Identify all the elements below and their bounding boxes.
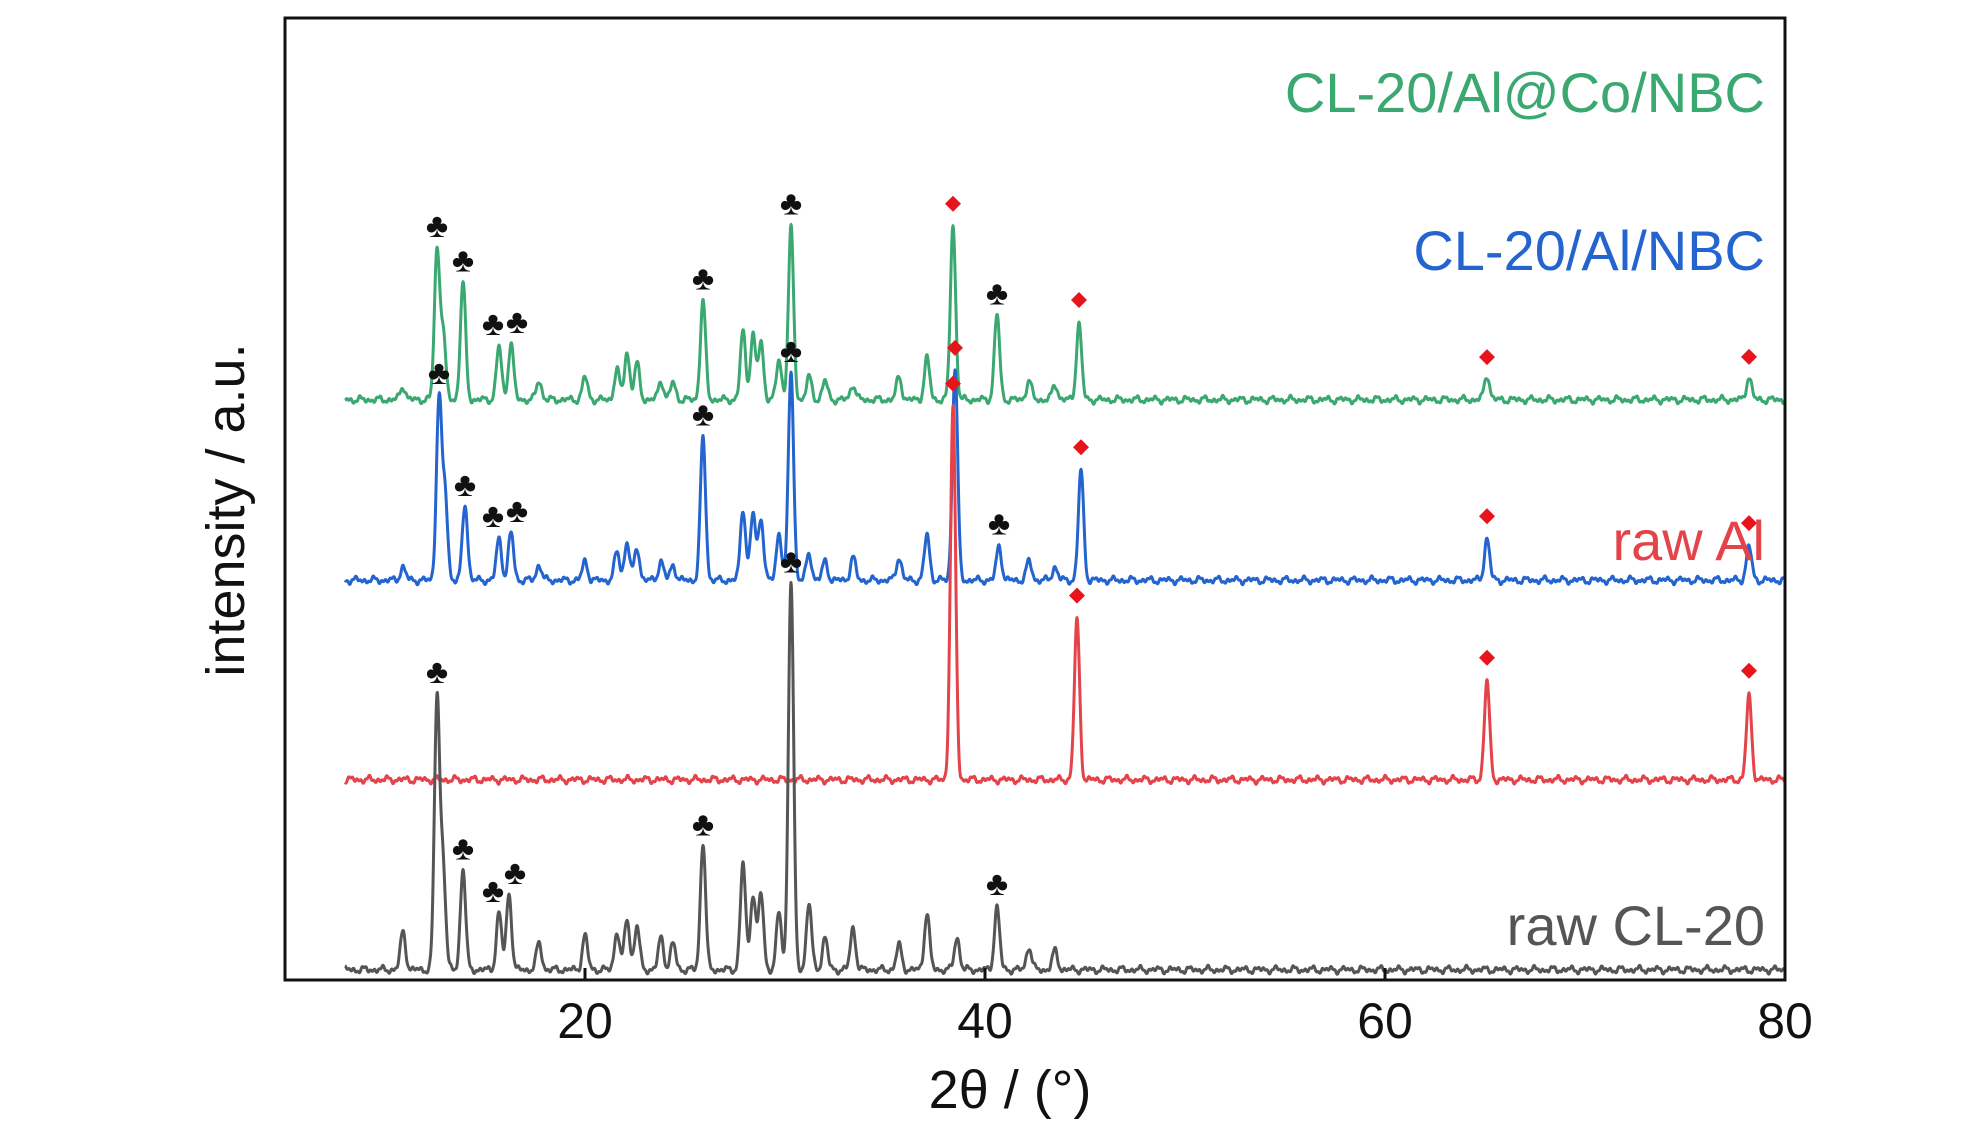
x-axis-title: 2θ / (°) bbox=[929, 1060, 1092, 1120]
series-labels: CL-20/Al@Co/NBC CL-20/Al/NBC raw Al raw CL-… bbox=[1285, 61, 1765, 957]
diamond-marker bbox=[1741, 662, 1757, 679]
club-marker: ♣ bbox=[986, 865, 1008, 903]
diamond-marker bbox=[1071, 292, 1087, 308]
series-label-raw-al: raw Al bbox=[1613, 509, 1766, 572]
club-marker: ♣ bbox=[780, 184, 802, 222]
club-marker: ♣ bbox=[506, 492, 528, 530]
x-tick-label: 80 bbox=[1757, 993, 1813, 1049]
club-marker: ♣ bbox=[426, 653, 448, 691]
x-tick-label: 20 bbox=[557, 993, 613, 1049]
club-marker: ♣ bbox=[692, 396, 714, 434]
club-marker: ♣ bbox=[986, 274, 1008, 312]
series-label-cl-20-al-nbc: CL-20/Al/NBC bbox=[1413, 219, 1765, 282]
club-marker: ♣ bbox=[426, 207, 448, 245]
plot-frame bbox=[283, 16, 1787, 982]
diamond-marker bbox=[1741, 515, 1757, 532]
club-marker: ♣ bbox=[454, 466, 476, 504]
club-marker: ♣ bbox=[692, 805, 714, 843]
x-tick-label: 60 bbox=[1357, 993, 1413, 1049]
series-line-raw-cl-20 bbox=[343, 581, 1786, 976]
club-marker: ♣ bbox=[504, 854, 526, 892]
diamond-marker bbox=[947, 339, 963, 356]
x-tick-label: 40 bbox=[957, 993, 1013, 1049]
diamond-marker bbox=[1479, 349, 1495, 366]
club-marker: ♣ bbox=[428, 354, 450, 392]
club-marker: ♣ bbox=[506, 303, 528, 341]
series-line-raw-al bbox=[343, 404, 1786, 786]
club-marker: ♣ bbox=[452, 830, 474, 868]
club-marker: ♣ bbox=[482, 305, 504, 343]
series-layer bbox=[343, 222, 1786, 976]
y-axis-title: intensity / a.u. bbox=[196, 343, 256, 676]
x-ticks: 20 40 60 80 bbox=[557, 968, 1813, 1049]
diamond-marker bbox=[945, 375, 961, 392]
club-marker: ♣ bbox=[988, 505, 1010, 543]
club-marker: ♣ bbox=[780, 543, 802, 581]
series-line-cl-20-al-co-nbc bbox=[343, 222, 1786, 406]
diamond-marker bbox=[1741, 348, 1757, 365]
series-label-cl-20-al-co-nbc: CL-20/Al@Co/NBC bbox=[1285, 61, 1765, 124]
club-marker: ♣ bbox=[482, 872, 504, 910]
diamond-marker bbox=[945, 195, 961, 212]
diamond-marker bbox=[1069, 587, 1085, 604]
diamond-marker bbox=[1479, 649, 1495, 666]
series-line-cl-20-al-nbc bbox=[343, 368, 1786, 587]
marker-layer: ♣♣♣ ♣♣♣♣♣♣♣ ♣♣♣♣♣♣♣ ♣♣♣♣ bbox=[426, 184, 1757, 910]
diamond-marker bbox=[1479, 508, 1495, 525]
diamond-marker bbox=[1073, 439, 1089, 456]
club-marker: ♣ bbox=[482, 497, 504, 535]
club-marker: ♣ bbox=[780, 332, 802, 370]
series-label-raw-cl-20: raw CL-20 bbox=[1507, 894, 1765, 957]
club-marker: ♣ bbox=[692, 259, 714, 297]
club-marker: ♣ bbox=[452, 242, 474, 280]
